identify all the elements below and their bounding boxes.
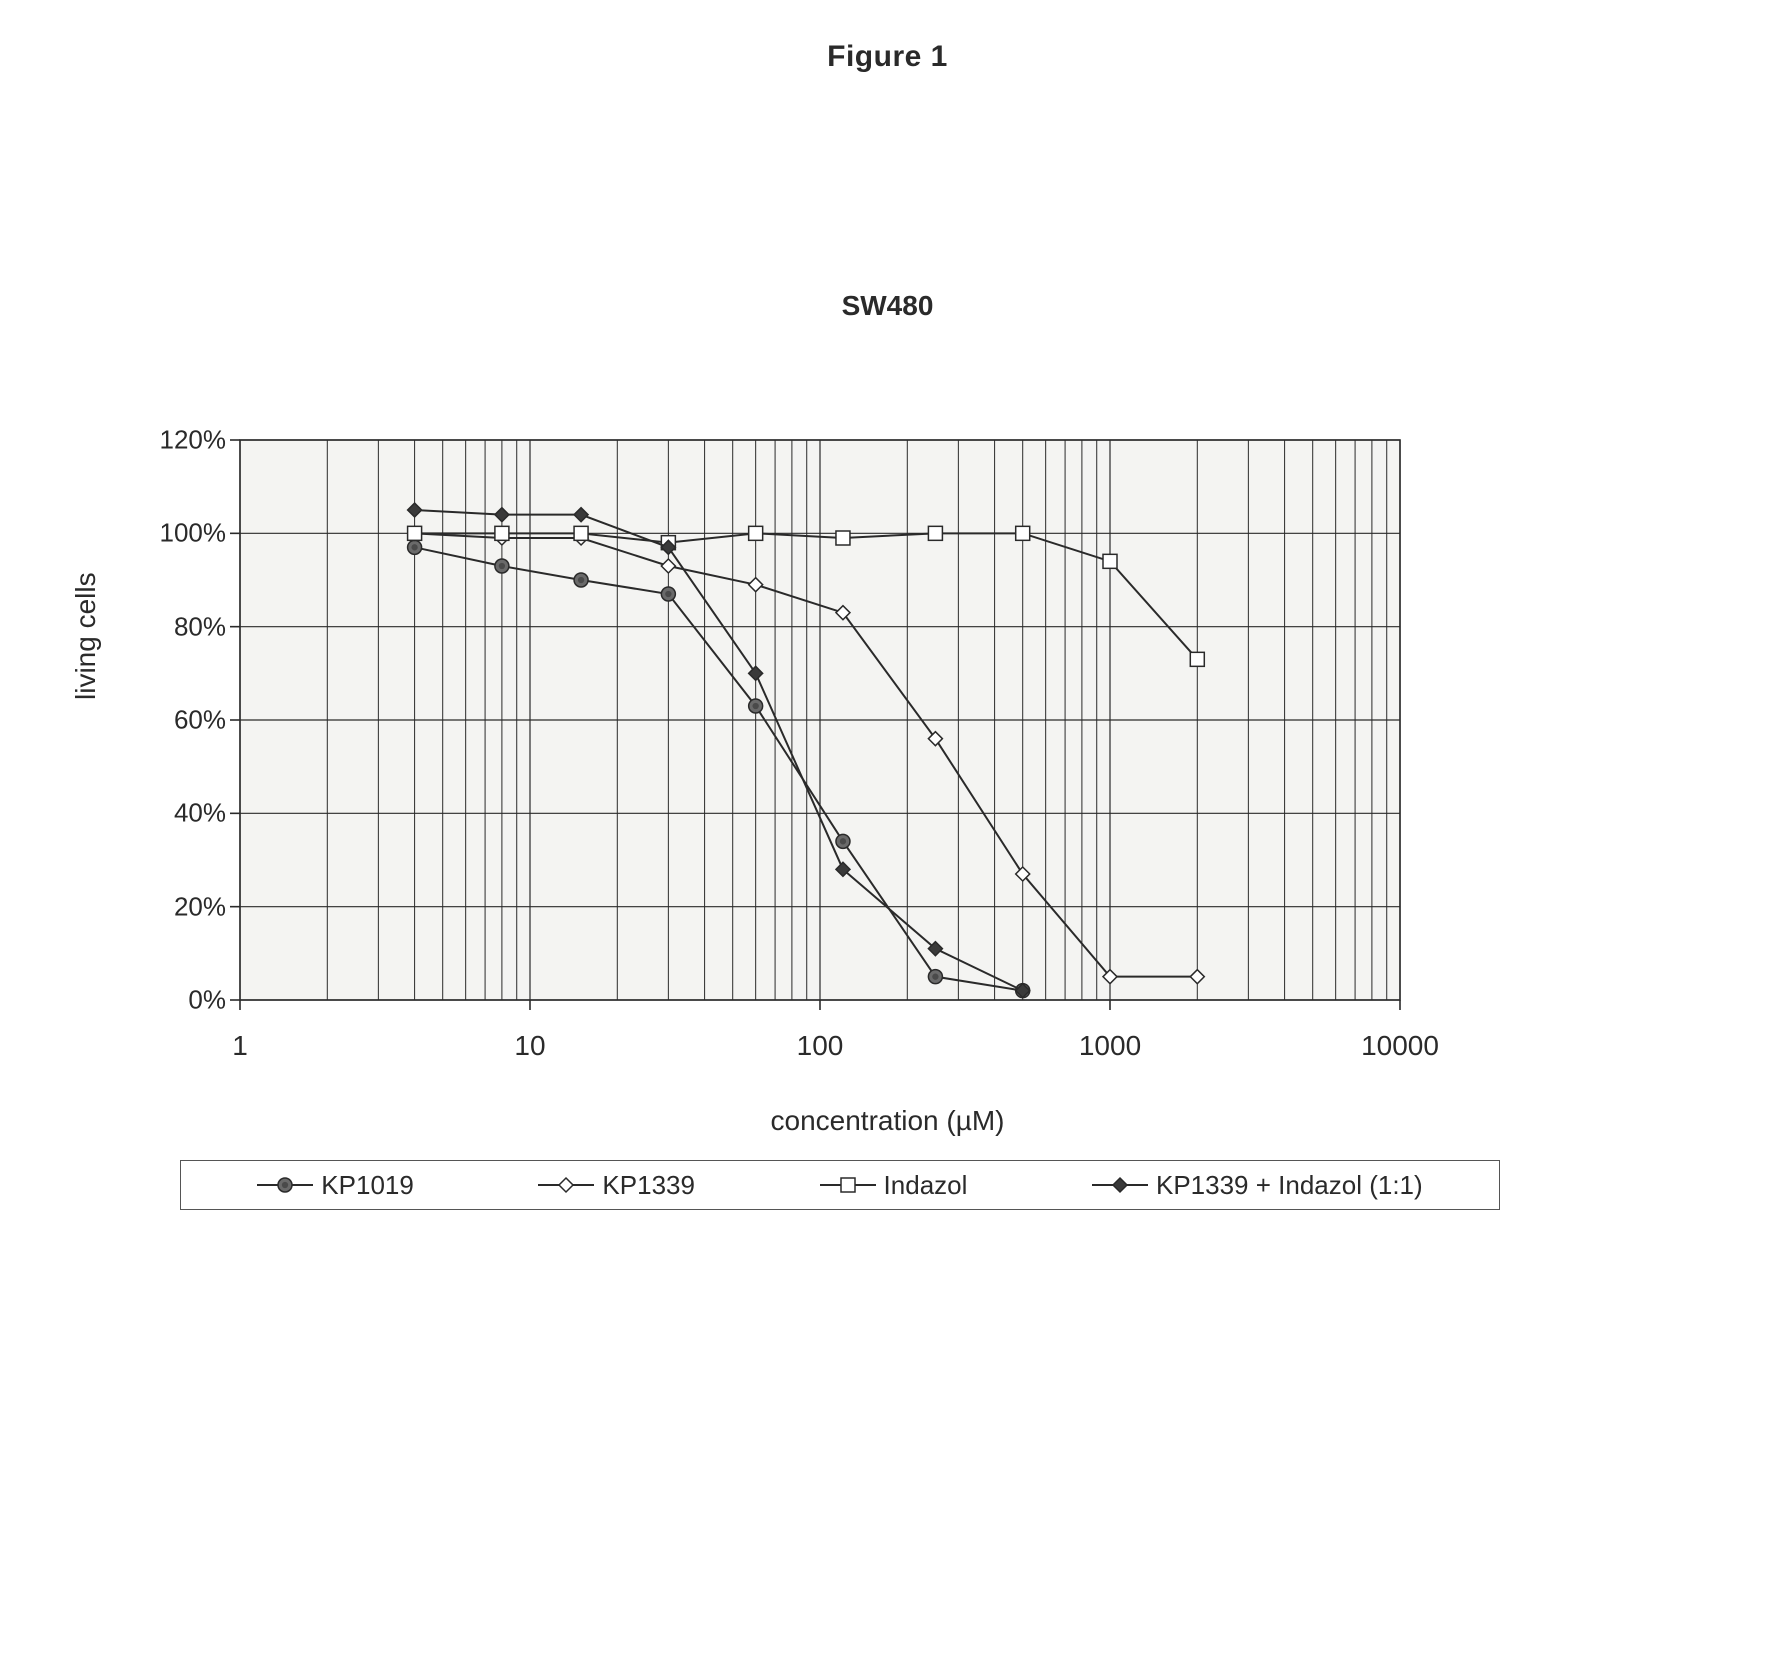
legend-marker-icon (1092, 1173, 1148, 1197)
y-tick-label: 0% (106, 985, 226, 1016)
legend-label: KP1339 + Indazol (1:1) (1156, 1170, 1423, 1201)
legend-marker-icon (820, 1173, 876, 1197)
y-tick-label: 20% (106, 891, 226, 922)
page: Figure 1 SW480 living cells concentratio… (0, 0, 1775, 1676)
legend-item: KP1339 (538, 1170, 695, 1201)
y-tick-label: 100% (106, 518, 226, 549)
legend-item: KP1019 (257, 1170, 414, 1201)
y-tick-label: 120% (106, 425, 226, 456)
y-tick-label: 80% (106, 611, 226, 642)
legend-label: KP1339 (602, 1170, 695, 1201)
x-tick-label: 1000 (1079, 1030, 1141, 1062)
x-tick-label: 100 (797, 1030, 844, 1062)
y-tick-label: 60% (106, 705, 226, 736)
y-tick-label: 40% (106, 798, 226, 829)
legend: KP1019 KP1339 Indazol KP1339 + Indazol (1:1… (180, 1160, 1500, 1210)
x-tick-label: 10 (514, 1030, 545, 1062)
legend-label: KP1019 (321, 1170, 414, 1201)
legend-item: KP1339 + Indazol (1:1) (1092, 1170, 1423, 1201)
legend-marker-icon (257, 1173, 313, 1197)
x-tick-label: 1 (232, 1030, 248, 1062)
x-tick-label: 10000 (1361, 1030, 1439, 1062)
legend-label: Indazol (884, 1170, 968, 1201)
legend-marker-icon (538, 1173, 594, 1197)
legend-item: Indazol (820, 1170, 968, 1201)
chart-plot (0, 0, 1775, 1676)
